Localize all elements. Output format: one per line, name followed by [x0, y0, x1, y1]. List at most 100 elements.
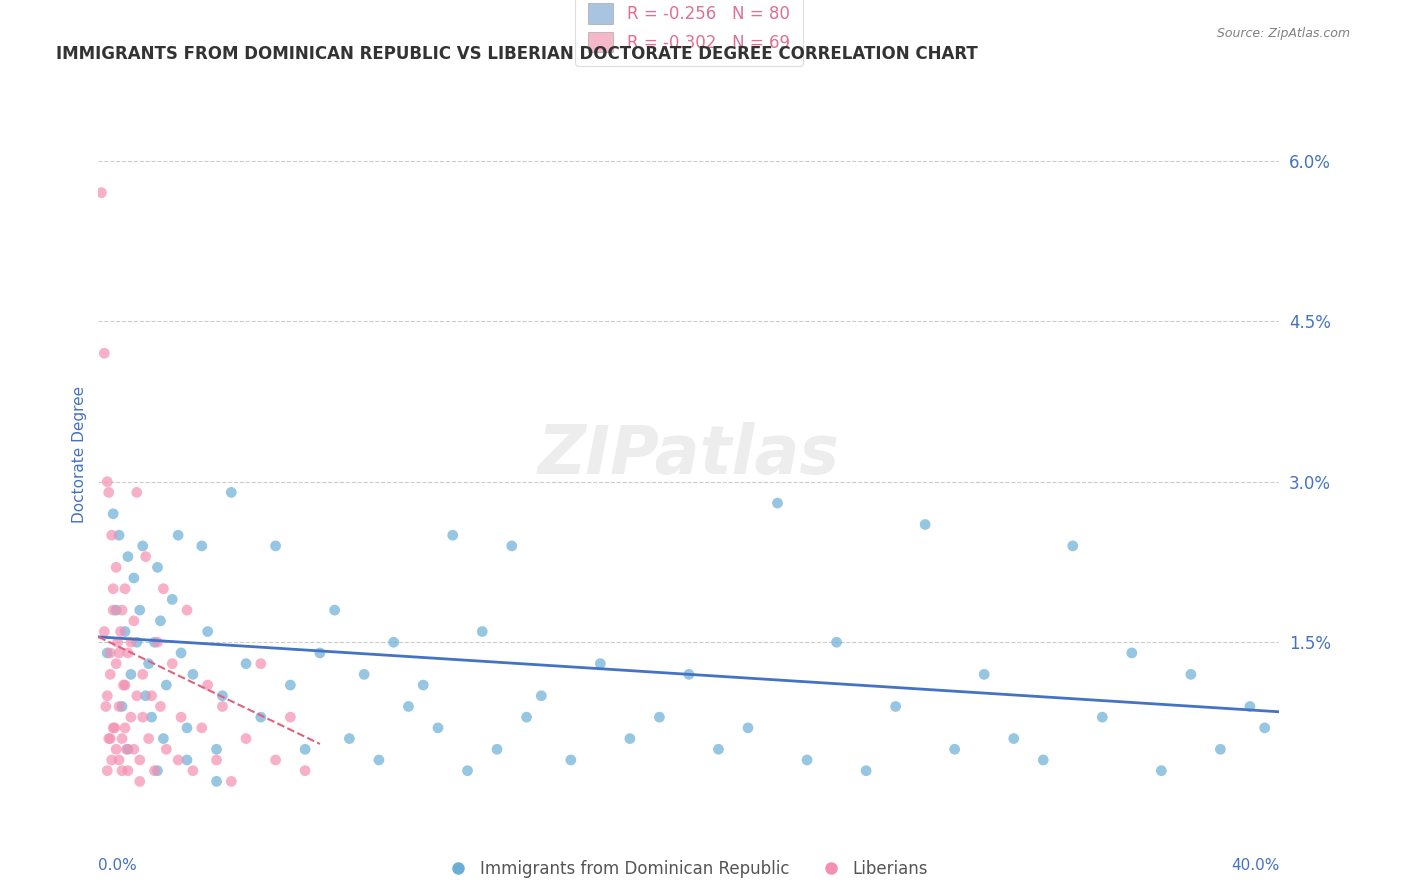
Point — [90, 186, 112, 200]
Point — [141, 689, 163, 703]
Point — [560, 753, 582, 767]
Point — [1091, 710, 1114, 724]
Point — [155, 742, 177, 756]
Point — [98, 646, 121, 660]
Point — [162, 592, 183, 607]
Point — [1180, 667, 1202, 681]
Point — [205, 774, 228, 789]
Point — [471, 624, 494, 639]
Point — [309, 646, 332, 660]
Point — [197, 624, 219, 639]
Point — [141, 710, 163, 724]
Point — [167, 528, 190, 542]
Point — [1062, 539, 1084, 553]
Point — [108, 646, 131, 660]
Point — [353, 667, 375, 681]
Point — [135, 549, 157, 564]
Point — [294, 764, 316, 778]
Point — [111, 764, 134, 778]
Point — [111, 731, 134, 746]
Point — [250, 710, 273, 724]
Point — [707, 742, 730, 756]
Point — [117, 549, 139, 564]
Legend: Immigrants from Dominican Republic, Liberians: Immigrants from Dominican Republic, Libe… — [443, 854, 935, 885]
Point — [112, 678, 135, 692]
Point — [516, 710, 538, 724]
Point — [170, 710, 193, 724]
Point — [855, 764, 877, 778]
Point — [125, 635, 148, 649]
Point — [235, 731, 257, 746]
Point — [412, 678, 434, 692]
Point — [138, 657, 160, 671]
Point — [117, 646, 139, 660]
Point — [235, 657, 257, 671]
Point — [132, 710, 155, 724]
Point — [103, 603, 125, 617]
Point — [96, 475, 118, 489]
Point — [278, 678, 302, 692]
Point — [1032, 753, 1054, 767]
Point — [125, 485, 148, 500]
Point — [122, 742, 145, 756]
Point — [152, 731, 174, 746]
Point — [589, 657, 612, 671]
Point — [884, 699, 907, 714]
Point — [973, 667, 995, 681]
Point — [104, 721, 127, 735]
Point — [648, 710, 671, 724]
Point — [146, 764, 169, 778]
Point — [181, 764, 204, 778]
Point — [264, 753, 287, 767]
Point — [221, 485, 243, 500]
Y-axis label: Doctorate Degree: Doctorate Degree — [72, 386, 87, 524]
Point — [122, 571, 145, 585]
Point — [294, 742, 316, 756]
Point — [143, 635, 166, 649]
Point — [441, 528, 464, 542]
Point — [825, 635, 848, 649]
Point — [176, 753, 198, 767]
Point — [105, 657, 128, 671]
Point — [93, 624, 115, 639]
Text: ZIPatlas: ZIPatlas — [538, 422, 839, 488]
Point — [146, 635, 169, 649]
Point — [205, 753, 228, 767]
Point — [125, 689, 148, 703]
Point — [105, 560, 128, 574]
Text: 0.0%: 0.0% — [98, 858, 138, 873]
Point — [132, 539, 155, 553]
Point — [167, 753, 190, 767]
Point — [138, 731, 160, 746]
Point — [264, 539, 287, 553]
Point — [530, 689, 553, 703]
Point — [796, 753, 818, 767]
Point — [105, 603, 128, 617]
Point — [1150, 764, 1173, 778]
Point — [96, 646, 118, 660]
Point — [619, 731, 641, 746]
Point — [501, 539, 523, 553]
Text: 40.0%: 40.0% — [1232, 858, 1279, 873]
Point — [396, 699, 419, 714]
Point — [205, 742, 228, 756]
Point — [678, 667, 700, 681]
Point — [114, 582, 136, 596]
Point — [152, 582, 174, 596]
Point — [191, 539, 214, 553]
Point — [486, 742, 509, 756]
Point — [943, 742, 966, 756]
Point — [98, 731, 121, 746]
Point — [128, 753, 150, 767]
Point — [115, 742, 138, 756]
Point — [103, 721, 125, 735]
Text: IMMIGRANTS FROM DOMINICAN REPUBLIC VS LIBERIAN DOCTORATE DEGREE CORRELATION CHAR: IMMIGRANTS FROM DOMINICAN REPUBLIC VS LI… — [56, 45, 979, 62]
Point — [128, 774, 150, 789]
Point — [111, 603, 134, 617]
Point — [103, 582, 125, 596]
Point — [250, 657, 273, 671]
Point — [368, 753, 391, 767]
Point — [176, 721, 198, 735]
Point — [1121, 646, 1143, 660]
Point — [117, 742, 139, 756]
